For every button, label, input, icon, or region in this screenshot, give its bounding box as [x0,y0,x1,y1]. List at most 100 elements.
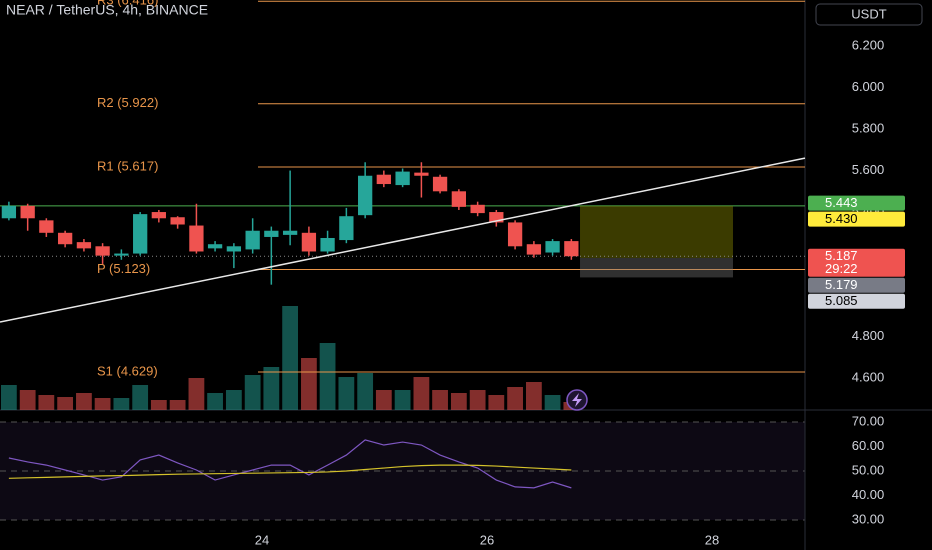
candle-body [301,232,317,252]
position-stop [580,257,734,278]
x-tick-label: 28 [705,532,719,547]
volume-bar [0,385,17,410]
volume-bar [338,377,355,410]
price-badge-label: 5.430 [825,211,858,226]
candle-body [114,253,129,256]
y-tick-label: 6.200 [852,38,885,53]
y-tick-label: 5.600 [852,162,885,177]
volume-bar [394,390,411,410]
candle-body [207,244,223,249]
candle-body [245,230,260,250]
rsi-line [8,464,572,479]
candle-body [189,225,204,252]
candle-body [320,237,335,252]
price-badge-label: 5.179 [825,277,858,292]
candle-body [545,241,560,253]
volume-bar [94,398,111,410]
candle-body [470,204,485,214]
pivot-label: R3 (6.416) [97,0,158,8]
candle-body [564,241,579,257]
volume-bar [113,398,130,410]
y-tick-label: 5.800 [852,120,885,135]
chart-title: NEAR / TetherUS, 4h, BINANCE [6,2,208,18]
trend-line [0,157,806,323]
volume-bar [357,373,374,410]
volume-bar [225,390,242,410]
candle-body [57,232,73,245]
candle-body [133,214,148,254]
rsi-tick-label: 70.00 [852,413,885,428]
volume-bar [57,397,74,410]
price-badge-label: 5.443 [825,195,858,210]
volume-bar [76,393,92,410]
position-target [580,205,734,258]
rsi-line [8,439,572,489]
volume-bar [244,375,261,410]
rsi-tick-label: 30.00 [852,511,885,526]
price-badge-countdown: 29:22 [825,261,858,276]
price-badge [808,248,905,277]
volume-bar [207,393,223,410]
currency-button[interactable] [815,3,923,26]
candle-body [20,205,35,219]
y-tick-label: 4.600 [852,369,885,384]
price-badge [808,277,905,293]
pivot-label: S1 (4.629) [97,363,158,378]
volume-bar [319,343,336,410]
rsi-tick-label: 40.00 [852,487,885,502]
volume-bar [450,393,467,410]
pivot-label: P (5.123) [97,261,150,276]
candle-body [95,246,110,256]
volume-bar [526,382,542,410]
candle-body [395,171,410,186]
volume-bar [469,390,486,410]
volume-bar [132,385,149,410]
candle-body [76,242,92,249]
rsi-tick-label: 60.00 [852,438,885,453]
price-badge-label: 5.187 [825,248,858,263]
candle-body [264,230,279,237]
candle-body [226,246,242,252]
candle-body [170,217,185,225]
candle-body [1,205,17,219]
volume-bar [413,377,430,410]
x-tick-label: 24 [255,532,269,547]
rsi-pane [0,410,805,530]
candle-body [414,172,429,176]
candle-body [339,216,354,241]
candle-body [39,220,54,233]
pivot-label: R1 (5.617) [97,158,158,173]
candle-body [451,191,466,207]
volume-bar [301,358,317,410]
alert-icon-bolt [572,393,582,407]
candle-body [507,222,523,247]
candle-body [151,212,166,219]
candle-body [358,175,373,216]
volume-bar [432,390,448,410]
volume-bar [169,400,186,410]
candle-body [376,174,391,185]
volume-bar [19,390,36,410]
volume-bar [150,400,167,410]
volume-bar [507,387,523,410]
price-badge-label: 5.085 [825,293,858,308]
volume-bar [188,378,205,410]
volume-bar [488,395,505,410]
candle-body [489,212,504,223]
y-tick-label: 4.800 [852,328,885,343]
x-tick-label: 26 [480,532,494,547]
candle-body [526,244,542,255]
volume-bar [375,390,392,410]
volume-bar [282,306,299,410]
pivot-label: R2 (5.922) [97,95,158,110]
volume-bar [544,395,561,410]
volume-bar [263,367,280,410]
volume-bar [38,395,55,410]
price-badge [808,293,905,309]
y-tick-label: 6.000 [852,79,885,94]
currency-button-label[interactable]: USDT [851,6,886,21]
rsi-tick-label: 50.00 [852,462,885,477]
candle-body [282,230,298,235]
candle-body [432,176,448,192]
